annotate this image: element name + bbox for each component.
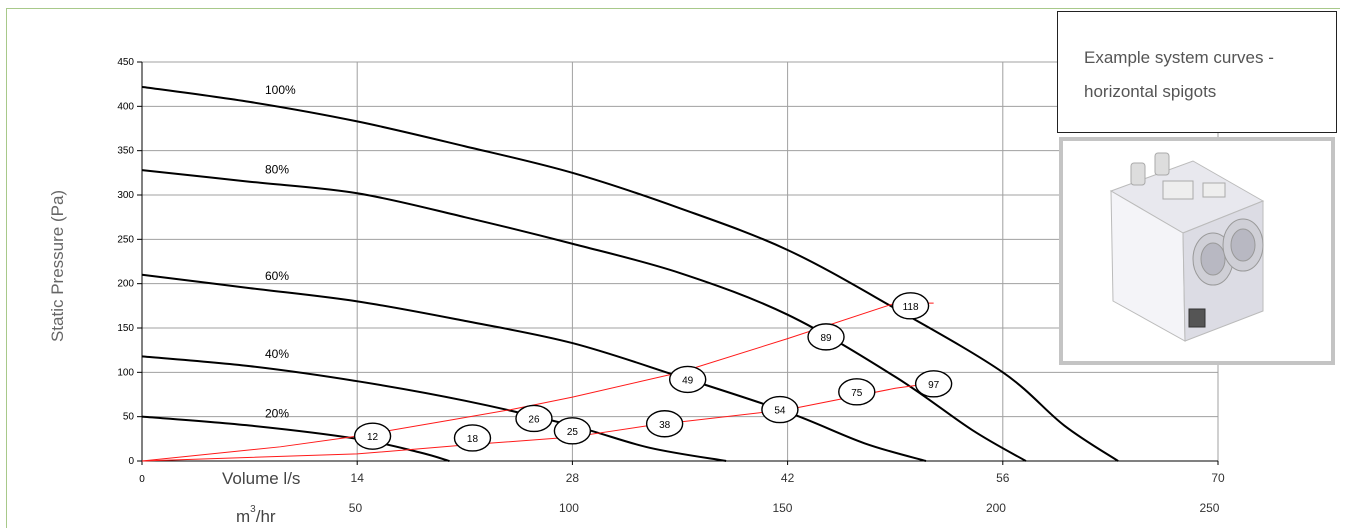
fan-curve-100pct [141,85,1119,462]
x-axis-label-m3hr-sup: 3 [250,504,256,515]
marker-circle [914,370,953,398]
marker-circle [553,417,592,445]
y-tick-label: 200 [117,279,134,290]
fan-curve-60pct [141,273,927,462]
fan-curve-40pct [141,355,727,462]
marker-label: 89 [820,333,832,344]
panel-title-line1: Example system curves - [1084,48,1274,67]
y-tick-label: 400 [117,101,134,112]
x-tick-label-ls: 42 [781,471,795,485]
chart-frame [6,8,1340,528]
marker-circle [668,365,707,394]
marker-circle [453,424,492,452]
panel-title-line2: horizontal spigots [1084,82,1217,101]
x-axis-label-ls: Volume l/s [222,469,300,488]
x-axis-label-m3hr-base: m [236,507,250,525]
system-curve-lower [141,382,934,462]
marker-label: 26 [528,414,540,425]
system-curves [141,302,934,462]
x-tick-label-ls: 14 [351,471,365,485]
y-tick-label: 50 [123,412,135,423]
marker-label: 118 [903,302,919,313]
x-tick-label-m3hr: 150 [772,501,792,515]
marker-circle [761,395,799,424]
marker-circle [807,323,845,351]
y-tick-label: 300 [117,190,134,201]
x-axis-label-m3hr: m3/hr [236,504,276,525]
x-tick-label-m3hr: 50 [349,501,363,515]
y-tick-label: 100 [117,367,134,378]
fan-curve-80pct [141,169,1027,462]
marker-label: 49 [682,375,694,386]
fan-curves: 100% 80% 60% 40% 20% [141,83,1119,462]
y-tick-label: 250 [117,234,134,245]
marker-circle [353,422,392,450]
x-tick-label-ls: 0 [139,474,145,485]
example-title-box: Example system curves - horizontal spigo… [1057,11,1337,133]
markers: 12 18 26 25 38 49 54 75 89 97 118 [353,292,953,452]
y-tick-label: 150 [117,323,134,334]
ventilation-unit-illustration [1109,152,1265,342]
marker-circle [515,404,553,433]
fan-curve-label: 20% [265,407,289,421]
marker-label: 75 [851,388,863,399]
marker-label: 54 [774,406,786,417]
fan-curve-20pct [141,415,450,462]
x-tick-label-m3hr: 200 [986,501,1006,515]
fan-curve-label: 60% [265,269,289,283]
axes: 0 50 100 150 200 250 300 350 400 450 0 14 28 42 56 70 50… [117,57,1225,515]
x-tick-label-ls: 28 [566,471,580,485]
marker-label: 18 [467,434,479,445]
x-tick-label-m3hr: 250 [1199,501,1219,515]
marker-label: 38 [659,420,671,431]
product-image [1059,137,1335,365]
y-tick-label: 350 [117,146,134,157]
x-tick-label-m3hr: 100 [559,501,579,515]
fan-curve-label: 80% [265,163,289,177]
marker-label: 97 [928,380,940,391]
marker-circle [891,292,930,320]
system-curve-upper [141,302,934,462]
marker-label: 25 [567,427,579,438]
marker-circle [645,410,684,438]
marker-label: 12 [367,432,379,443]
x-tick-label-ls: 56 [996,471,1010,485]
y-tick-label: 0 [128,456,134,467]
x-axis-label-m3hr-unit: /hr [256,507,276,525]
y-axis-label: Static Pressure (Pa) [48,190,67,342]
y-tick-label: 450 [117,57,134,68]
fan-curve-label: 40% [265,347,289,361]
x-tick-label-ls: 70 [1211,471,1225,485]
marker-circle [838,378,876,406]
fan-curve-label: 100% [265,83,296,97]
